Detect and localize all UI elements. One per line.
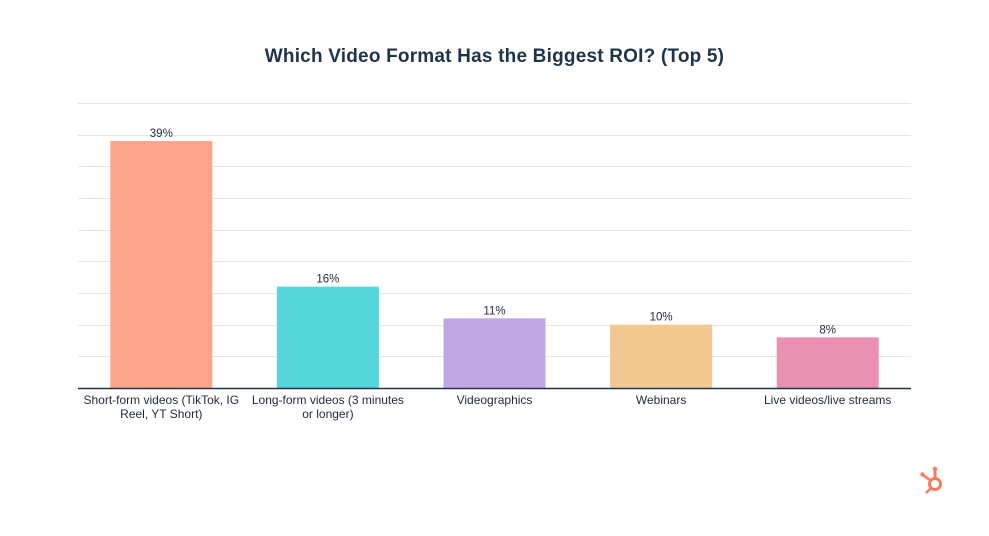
bar (776, 337, 879, 388)
category-label: Videographics (457, 393, 533, 407)
bar (610, 324, 713, 388)
chart-title: Which Video Format Has the Biggest ROI? … (264, 46, 725, 67)
category-label: Reel, YT Short) (120, 407, 202, 421)
bar (110, 141, 213, 388)
value-label: 39% (150, 128, 173, 140)
category-label: Webinars (636, 393, 686, 407)
value-label: 10% (650, 312, 673, 324)
category-label: Long-form videos (3 minutes (252, 393, 404, 407)
bars (110, 141, 879, 388)
value-label: 16% (316, 274, 339, 286)
value-labels: 39% 16% 11% 10% 8% (150, 128, 836, 336)
category-label: Live videos/live streams (764, 393, 891, 407)
hubspot-sprocket-icon (920, 466, 942, 494)
category-label: or longer) (302, 407, 353, 421)
bar (443, 318, 546, 388)
bar (276, 286, 379, 388)
value-label: 8% (819, 324, 836, 336)
category-label: Short-form videos (TikTok, IG (84, 393, 240, 407)
value-label: 11% (483, 305, 505, 317)
